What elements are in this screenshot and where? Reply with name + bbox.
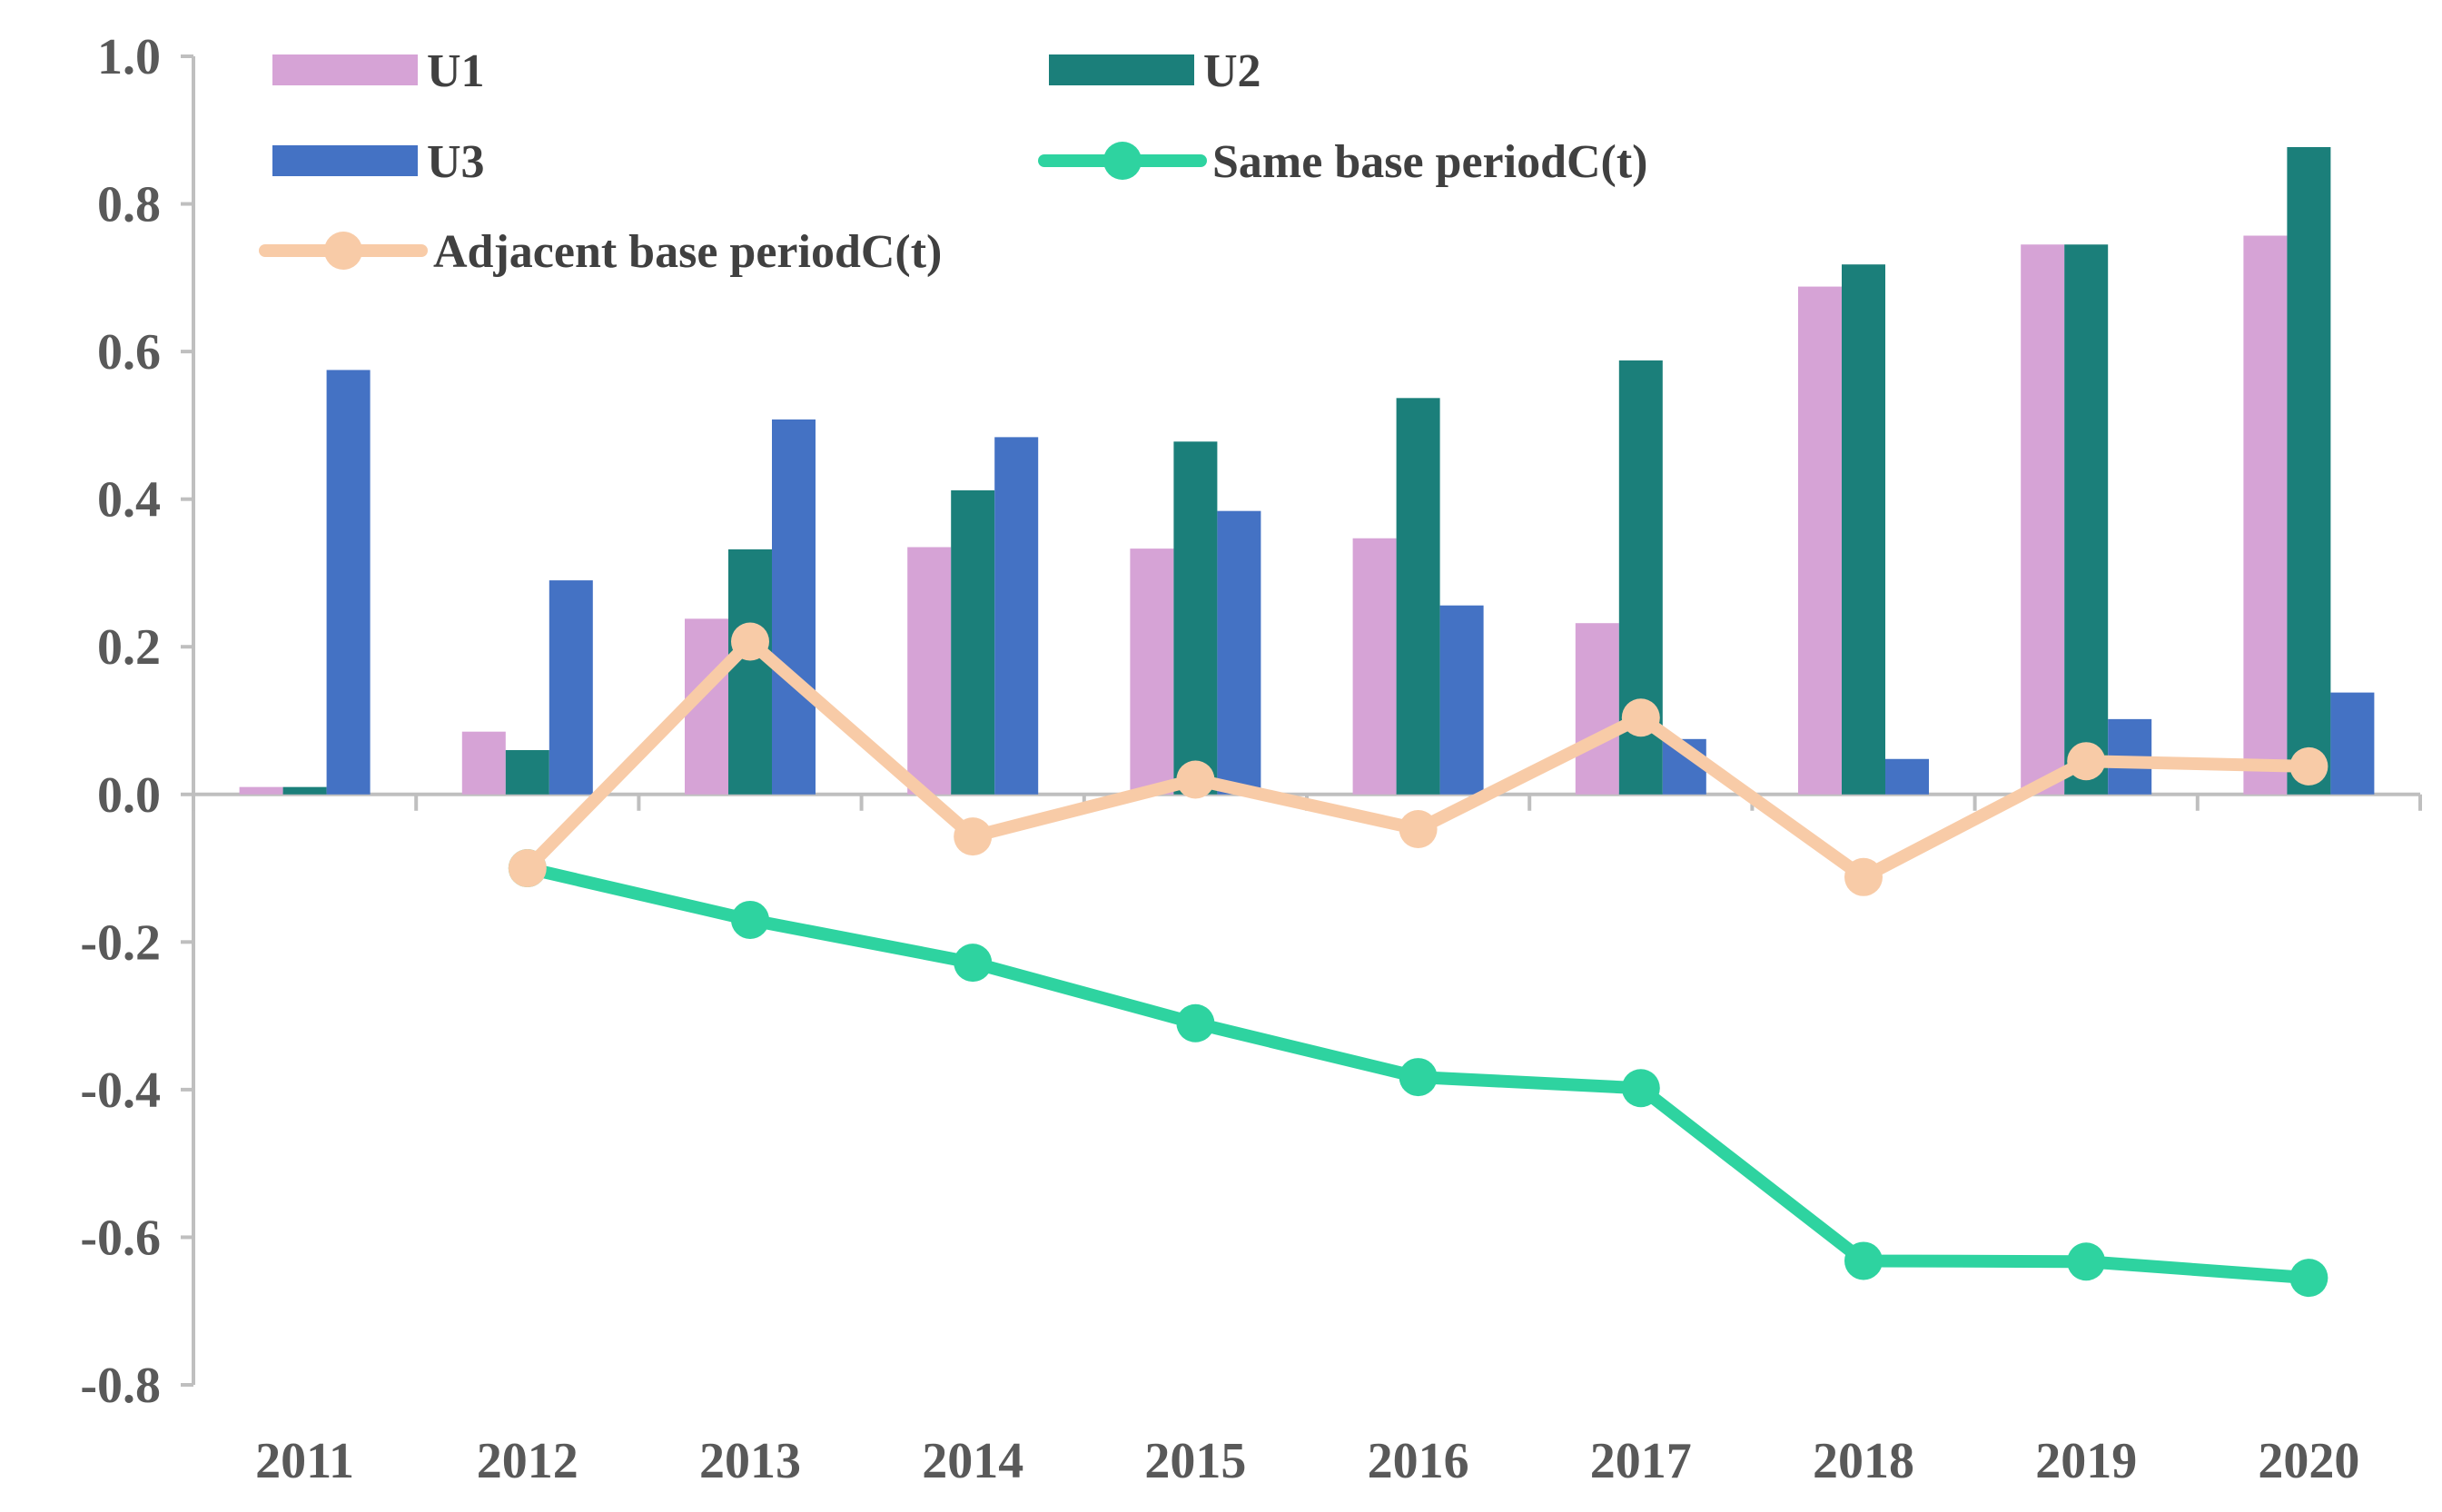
marker-same-base (731, 900, 769, 939)
legend-label-adjacent-base-periodc-t: Adjacent base periodC(t) (433, 226, 942, 278)
bar-u2 (505, 750, 549, 795)
bar-u1 (1130, 548, 1174, 795)
marker-adjacent-base (2289, 746, 2328, 786)
bar-u1 (2021, 244, 2065, 795)
bar-u1 (1798, 286, 1842, 795)
marker-adjacent-base (1399, 809, 1438, 848)
bar-u3 (1217, 510, 1261, 795)
bar-u2 (282, 786, 327, 795)
x-tick-label: 2017 (1590, 1433, 1692, 1489)
bar-u1 (907, 547, 952, 795)
y-tick-label: 0.6 (97, 324, 161, 380)
legend-swatch-u3 (272, 145, 418, 176)
y-tick-label: 0.2 (97, 619, 161, 676)
x-tick-label: 2015 (1144, 1433, 1246, 1489)
marker-same-base (1176, 1003, 1215, 1043)
legend-marker-same-base-periodc-t (1103, 142, 1142, 180)
bars (239, 146, 2375, 795)
y-tick-label: 0.8 (97, 177, 161, 233)
marker-same-base (2289, 1259, 2328, 1298)
x-tick-label: 2020 (2258, 1433, 2359, 1489)
y-tick-label: 0.0 (97, 767, 161, 824)
y-tick-label: -0.2 (80, 914, 161, 971)
x-tick-label: 2012 (477, 1433, 578, 1489)
marker-adjacent-base (1844, 857, 1883, 896)
bar-u2 (1396, 398, 1440, 795)
bar-u1 (1575, 623, 1619, 795)
bar-u2 (728, 548, 772, 795)
marker-adjacent-base (954, 817, 993, 856)
bar-u3 (549, 580, 593, 795)
legend-marker-adjacent-base-periodc-t (324, 232, 362, 270)
bar-u2 (951, 489, 995, 795)
bar-u3 (2330, 692, 2375, 795)
marker-same-base (1621, 1069, 1660, 1108)
marker-adjacent-base (2067, 742, 2106, 781)
bar-u3 (1885, 758, 1929, 795)
legend-label-u1: U1 (427, 45, 485, 97)
x-tick-label: 2019 (2035, 1433, 2137, 1489)
y-tick-label: -0.6 (80, 1210, 161, 1266)
lines (508, 622, 2328, 1298)
bar-u2 (1173, 441, 1218, 795)
legend-label-u3: U3 (427, 136, 485, 188)
bar-u3 (326, 370, 371, 795)
legend-swatch-u1 (272, 54, 418, 85)
marker-adjacent-base (1176, 760, 1215, 799)
legend-label-u2: U2 (1203, 45, 1261, 97)
x-tick-label: 2016 (1368, 1433, 1469, 1489)
bar-u3 (772, 419, 816, 795)
bar-u2 (2064, 244, 2109, 795)
marker-same-base (1399, 1058, 1438, 1097)
bar-u2 (2287, 146, 2331, 795)
bar-u3 (1439, 605, 1484, 795)
y-tick-label: 0.4 (97, 472, 161, 529)
bar-u1 (1352, 538, 1397, 795)
marker-adjacent-base (1621, 698, 1660, 737)
marker-same-base (1844, 1241, 1883, 1280)
x-tick-label: 2018 (1813, 1433, 1914, 1489)
marker-adjacent-base (731, 622, 769, 661)
x-tick-label: 2014 (922, 1433, 1023, 1489)
legend: U1 U2 U3 Same base periodC(t) Adjacent base … (259, 45, 1648, 278)
axes: 1.0 0.8 0.6 0.4 0.2 0.0 -0.2 -0.4 -0.6 -0.8 2011 20… (80, 29, 2422, 1489)
bar-u1 (2243, 235, 2288, 795)
y-tick-label: -0.8 (80, 1358, 161, 1414)
bar-u1 (239, 786, 283, 795)
legend-label-same-base-periodc-t: Same base periodC(t) (1212, 136, 1648, 188)
bar-u1 (461, 731, 506, 795)
bar-u3 (994, 437, 1039, 795)
x-tick-label: 2011 (255, 1433, 354, 1489)
legend-swatch-u2 (1049, 54, 1194, 85)
bar-u2 (1842, 264, 1885, 795)
x-tick-label: 2013 (699, 1433, 801, 1489)
marker-same-base (2067, 1242, 2106, 1281)
marker-adjacent-base (508, 849, 547, 888)
y-tick-label: -0.4 (80, 1062, 161, 1119)
marker-same-base (954, 944, 993, 983)
y-tick-label: 1.0 (97, 29, 161, 85)
